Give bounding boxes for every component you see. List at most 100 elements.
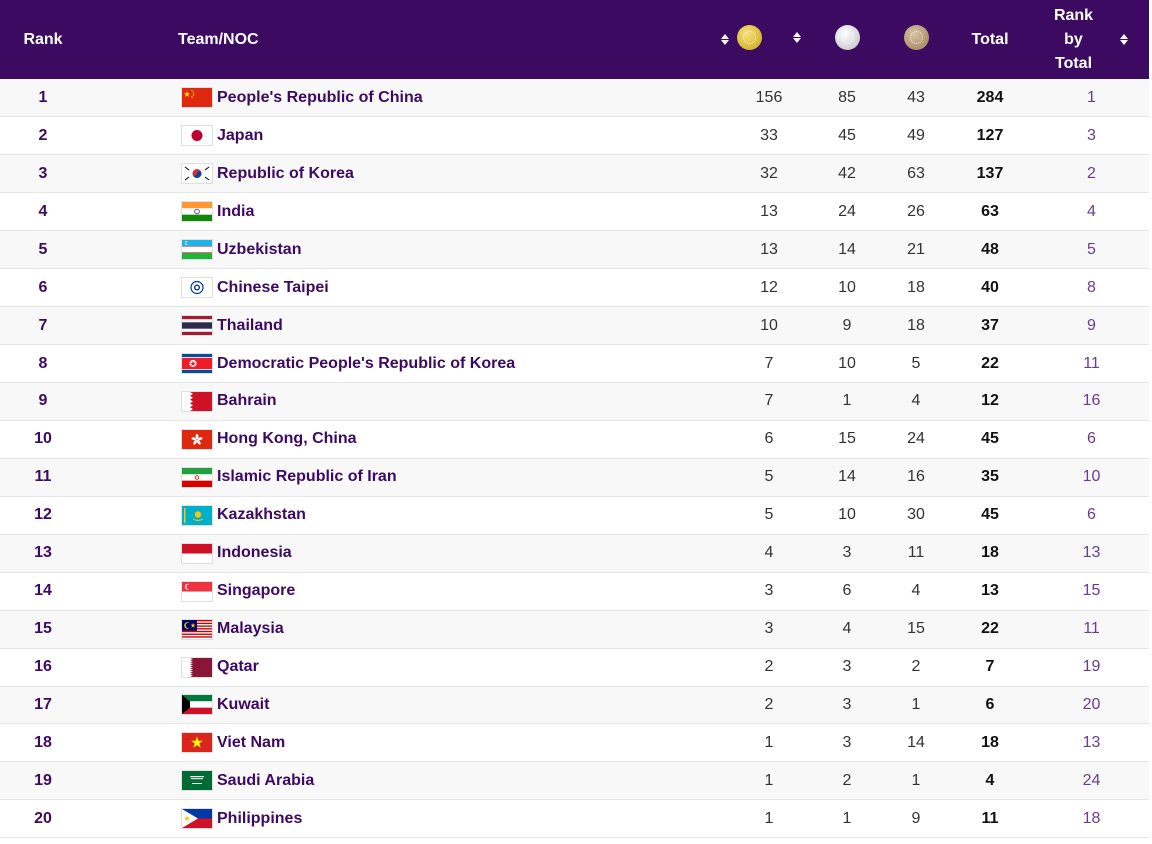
rank-cell: 9: [38, 392, 48, 410]
table-row: 19 Saudi Arabia 1 2 1 4 24: [0, 761, 1149, 800]
team-link[interactable]: Viet Nam: [217, 733, 286, 751]
total-count-cell: 7: [985, 658, 995, 676]
team-cell: Hong Kong, China: [86, 420, 730, 458]
team-link[interactable]: Thailand: [217, 316, 283, 334]
gold-count-cell: 6: [764, 430, 774, 448]
table-row: 1 People's Republic of China 156 85 43 284 1: [0, 79, 1149, 117]
team-link[interactable]: Singapore: [217, 582, 296, 600]
rank-cell: 17: [34, 695, 52, 713]
gold-count-cell: 3: [764, 620, 774, 638]
team-link[interactable]: Islamic Republic of Iran: [217, 468, 397, 486]
total-column-header[interactable]: Total: [946, 0, 1034, 79]
silver-count-cell: 3: [842, 733, 852, 751]
team-cell: Viet Nam: [86, 724, 730, 762]
team-link[interactable]: People's Republic of China: [217, 88, 423, 106]
qatar-flag-icon: [181, 656, 213, 678]
table-row: 20 Philippines 1 1 9 11 18: [0, 799, 1149, 838]
saudi-arabia-flag-icon: [181, 770, 213, 792]
rank-cell: 7: [38, 316, 48, 334]
rank-cell: 16: [34, 658, 52, 676]
table-row: 13 Indonesia 4 3 11 18 13: [0, 534, 1149, 573]
total-count-cell: 45: [981, 430, 999, 448]
rank-by-total-cell: 20: [1082, 695, 1101, 713]
indonesia-flag-icon: [181, 542, 213, 564]
team-link[interactable]: Hong Kong, China: [217, 430, 357, 448]
silver-count-cell: 1: [842, 392, 852, 410]
kazakhstan-flag-icon: [181, 504, 213, 526]
total-count-cell: 284: [976, 88, 1004, 106]
gold-count-cell: 2: [764, 695, 774, 713]
china-flag-icon: [181, 87, 213, 109]
team-link[interactable]: Malaysia: [217, 620, 284, 638]
gold-count-cell: 5: [764, 506, 774, 524]
team-link[interactable]: Chinese Taipei: [217, 278, 329, 296]
team-cell: Saudi Arabia: [86, 762, 730, 800]
team-cell: Bahrain: [86, 383, 730, 421]
team-link[interactable]: Kuwait: [217, 695, 270, 713]
team-link[interactable]: Bahrain: [217, 392, 277, 410]
team-link[interactable]: Qatar: [217, 658, 259, 676]
rank-by-total-cell: 3: [1087, 126, 1096, 144]
rank-by-total-column-header[interactable]: Rank by Total: [1034, 0, 1149, 79]
team-link[interactable]: Republic of Korea: [217, 164, 354, 182]
rank-cell: 11: [34, 468, 52, 486]
gold-count-cell: 4: [764, 544, 774, 562]
total-count-cell: 127: [976, 126, 1004, 144]
iran-flag-icon: [181, 466, 213, 488]
silver-column-header[interactable]: [808, 0, 886, 79]
silver-count-cell: 10: [838, 354, 856, 372]
bronze-count-cell: 26: [907, 202, 925, 220]
table-row: 14 Singapore 3 6 4 13 15: [0, 572, 1149, 611]
gold-count-cell: 2: [764, 658, 774, 676]
table-row: 17 Kuwait 2 3 1 6 20: [0, 686, 1149, 724]
team-link[interactable]: Democratic People's Republic of Korea: [217, 354, 516, 372]
rank-by-total-cell: 11: [1083, 620, 1100, 638]
rank-by-total-cell: 8: [1087, 278, 1096, 296]
team-cell: Islamic Republic of Iran: [86, 458, 730, 496]
table-row: 15 Malaysia 3 4 15 22 11: [0, 610, 1149, 649]
rank-by-total-cell: 5: [1087, 240, 1096, 258]
team-link[interactable]: Kazakhstan: [217, 506, 306, 524]
team-cell: Philippines: [86, 800, 730, 838]
gold-count-cell: 7: [764, 354, 774, 372]
gold-count-cell: 10: [760, 316, 778, 334]
bronze-count-cell: 1: [911, 695, 921, 713]
silver-count-cell: 14: [838, 240, 856, 258]
rank-cell: 18: [34, 733, 52, 751]
gold-count-cell: 1: [764, 733, 774, 751]
table-header-row: Rank Team/NOC: [0, 0, 1149, 79]
total-count-cell: 63: [981, 202, 999, 220]
table-row: 6 Chinese Taipei 12 10 18 40 8: [0, 268, 1149, 307]
rank-by-total-sort-icon[interactable]: [1119, 34, 1129, 46]
dprk-flag-icon: [181, 353, 213, 375]
team-link[interactable]: Indonesia: [217, 544, 292, 562]
bronze-column-header[interactable]: [886, 0, 946, 79]
total-count-cell: 13: [981, 582, 999, 600]
team-link[interactable]: Uzbekistan: [217, 240, 302, 258]
team-link[interactable]: Philippines: [217, 809, 303, 827]
team-column-header[interactable]: Team/NOC: [86, 0, 730, 79]
gold-column-header[interactable]: [730, 0, 808, 79]
total-count-cell: 35: [981, 468, 999, 486]
bronze-count-cell: 43: [907, 88, 925, 106]
total-count-cell: 6: [985, 695, 995, 713]
bronze-count-cell: 15: [907, 620, 925, 638]
team-cell: Democratic People's Republic of Korea: [86, 345, 730, 383]
bronze-count-cell: 49: [907, 126, 925, 144]
uzbekistan-flag-icon: [181, 239, 213, 261]
team-link[interactable]: Saudi Arabia: [217, 771, 315, 789]
rank-by-total-cell: 9: [1087, 316, 1096, 334]
table-row: 12 Kazakhstan 5 10 30 45 6: [0, 496, 1149, 535]
total-count-cell: 37: [981, 316, 999, 334]
team-cell: Kuwait: [86, 686, 730, 724]
team-cell: India: [86, 193, 730, 231]
silver-medal-icon: [834, 24, 860, 50]
team-link[interactable]: Japan: [217, 126, 264, 144]
bronze-count-cell: 2: [911, 658, 921, 676]
table-row: 10 Hong Kong, China 6 15 24 45 6: [0, 420, 1149, 459]
silver-count-cell: 15: [838, 430, 856, 448]
gold-sort-icon[interactable]: [792, 31, 802, 43]
team-link[interactable]: India: [217, 202, 255, 220]
team-sort-icon[interactable]: [720, 34, 730, 46]
